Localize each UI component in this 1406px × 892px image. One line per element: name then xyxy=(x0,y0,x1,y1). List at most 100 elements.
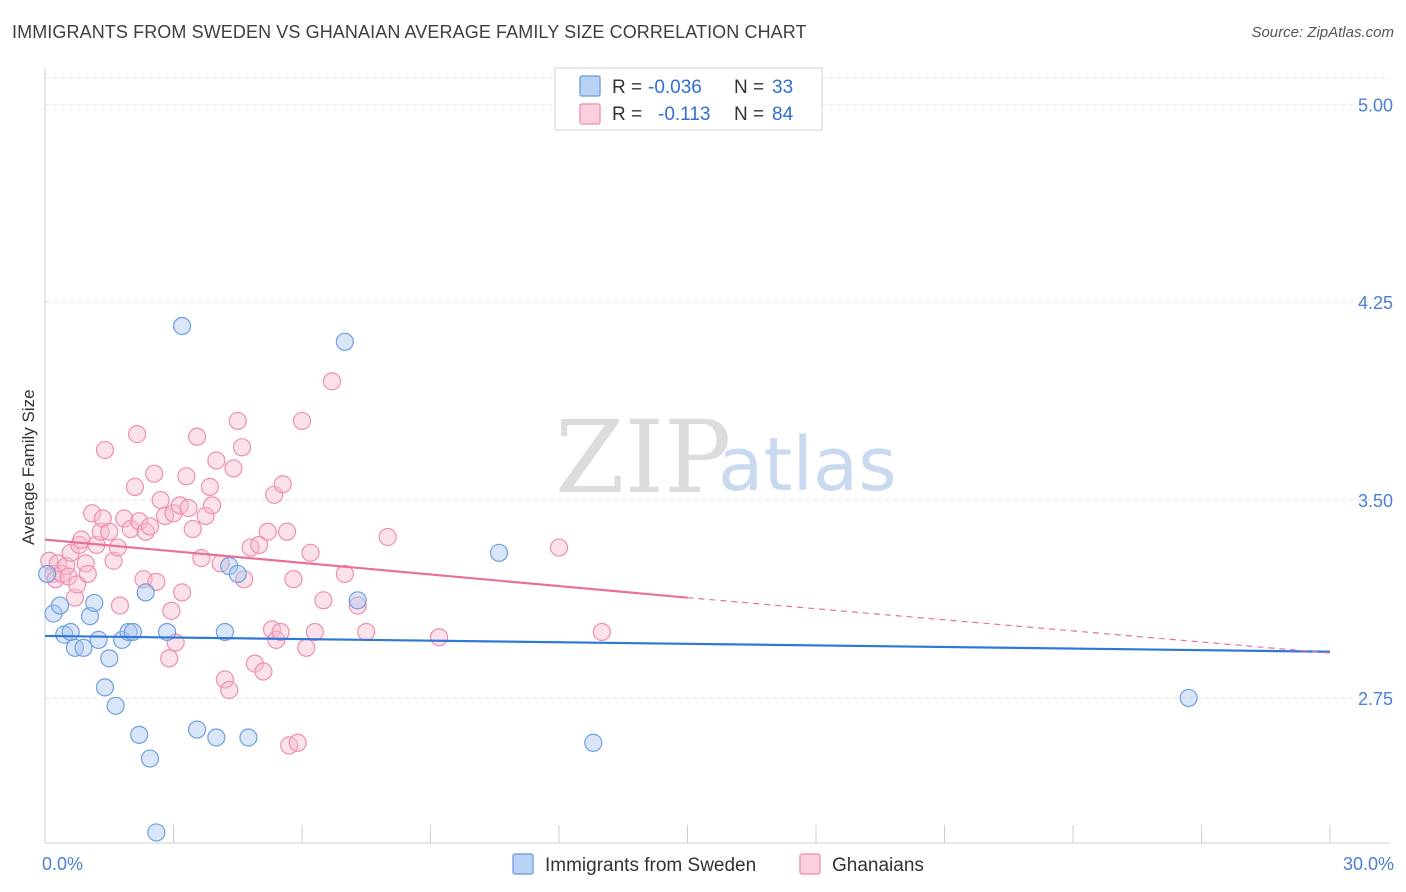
ghanaians-trend-line xyxy=(44,538,688,599)
y-axis-label: Average Family Size xyxy=(19,389,38,545)
sweden-point xyxy=(1179,688,1198,708)
legend-n-value-sweden: 33 xyxy=(772,77,793,98)
ghanaians-point xyxy=(228,411,247,431)
legend-n-value-ghanaians: 84 xyxy=(772,104,794,125)
ghanaians-point xyxy=(183,519,202,539)
sweden-point xyxy=(38,564,57,584)
sweden-point xyxy=(239,728,258,747)
ghanaians-point xyxy=(127,425,147,444)
sweden-point xyxy=(207,728,226,747)
ghanaians-point xyxy=(288,733,307,752)
legend-r-label-ghanaians: R = xyxy=(612,104,642,125)
sweden-points xyxy=(38,316,1198,842)
ghanaians-point xyxy=(348,596,367,615)
legend-swatch-sweden xyxy=(579,75,601,97)
bottom-legend-swatch-sweden xyxy=(512,853,534,875)
y-tick-label: 4.25 xyxy=(1358,293,1393,313)
ghanaians-point xyxy=(292,411,312,431)
ghanaians-point xyxy=(220,680,239,700)
ghanaians-point xyxy=(215,670,234,689)
ghanaians-points xyxy=(40,372,611,755)
y-tick-label: 5.00 xyxy=(1358,95,1393,115)
sweden-point xyxy=(100,649,119,668)
sweden-point xyxy=(140,749,160,768)
x-tick-label-min: 0.0% xyxy=(42,854,83,874)
ghanaians-point xyxy=(250,535,269,555)
ghanaians-point xyxy=(378,527,397,547)
ghanaians-point xyxy=(277,522,297,541)
ghanaians-point xyxy=(273,475,292,494)
bottom-legend-swatch-ghanaians xyxy=(799,853,821,875)
sweden-point xyxy=(106,696,125,715)
ghanaians-point xyxy=(140,517,160,536)
x-tick-label-max: 30.0% xyxy=(1343,854,1394,874)
ghanaians-point xyxy=(202,496,222,515)
watermark-zip: ZIP xyxy=(555,399,731,516)
series-legend: Immigrants from Sweden Ghanaians xyxy=(512,853,924,876)
sweden-point xyxy=(85,593,104,613)
ghanaians-point xyxy=(172,583,192,602)
ghanaians-point xyxy=(305,622,324,642)
ghanaians-point xyxy=(297,638,316,657)
ghanaians-point xyxy=(200,477,220,496)
ghanaians-point xyxy=(179,498,198,518)
ghanaians-point xyxy=(196,506,215,525)
sweden-point xyxy=(215,622,234,642)
bottom-legend-label-sweden: Immigrants from Sweden xyxy=(545,855,756,876)
ghanaians-point xyxy=(65,588,85,607)
ghanaians-point xyxy=(301,543,320,562)
watermark-atlas: atlas xyxy=(718,422,897,508)
ghanaians-point xyxy=(549,538,569,557)
ghanaians-point xyxy=(284,570,303,589)
ghanaians-point xyxy=(254,662,273,681)
chart-source: Source: ZipAtlas.com xyxy=(1251,24,1394,41)
ghanaians-point xyxy=(125,477,145,496)
ghanaians-point xyxy=(429,628,449,647)
ghanaians-point xyxy=(357,622,376,642)
ghanaians-point xyxy=(322,372,342,391)
legend-r-value-sweden: -0.036 xyxy=(648,77,702,98)
ghanaians-point xyxy=(160,649,179,668)
correlation-legend: R = -0.036 N = 33 R = -0.113 N = 84 xyxy=(554,67,823,131)
ghanaians-point xyxy=(78,564,97,584)
y-tick-label: 3.50 xyxy=(1358,491,1393,511)
ghanaians-point xyxy=(187,427,207,446)
ghanaians-point xyxy=(232,438,252,457)
sweden-point xyxy=(584,733,603,752)
legend-n-label-sweden: N = xyxy=(734,77,764,98)
sweden-point xyxy=(61,622,80,642)
ghanaians-point xyxy=(224,459,243,478)
chart-title: IMMIGRANTS FROM SWEDEN VS GHANAIAN AVERA… xyxy=(12,22,807,42)
sweden-point xyxy=(95,678,115,697)
ghanaians-point xyxy=(314,591,333,610)
sweden-point xyxy=(348,591,367,610)
legend-r-label-sweden: R = xyxy=(612,77,642,98)
ghanaians-point xyxy=(162,601,181,620)
sweden-point xyxy=(335,332,354,351)
sweden-point xyxy=(157,622,177,642)
sweden-point xyxy=(172,316,192,336)
ghanaians-trend-extension xyxy=(687,597,1331,654)
ghanaians-point xyxy=(592,622,611,642)
sweden-point xyxy=(89,630,108,649)
ghanaians-point xyxy=(145,464,164,483)
ghanaians-point xyxy=(110,596,130,615)
ghanaians-point xyxy=(335,564,354,584)
ghanaians-point xyxy=(95,440,115,460)
axes xyxy=(44,68,1390,844)
y-tick-label: 2.75 xyxy=(1358,689,1393,709)
legend-n-label-ghanaians: N = xyxy=(734,104,764,125)
ghanaians-point xyxy=(83,504,102,523)
bottom-legend-label-ghanaians: Ghanaians xyxy=(832,855,924,876)
ghanaians-point xyxy=(151,490,170,510)
ghanaians-point xyxy=(115,509,134,528)
legend-r-value-ghanaians: -0.113 xyxy=(658,104,710,125)
ghanaians-point xyxy=(177,467,196,486)
ghanaians-point xyxy=(100,522,119,541)
sweden-point xyxy=(74,638,93,657)
ghanaians-point xyxy=(271,622,290,642)
ghanaians-point xyxy=(130,512,149,531)
sweden-point xyxy=(136,583,155,602)
trend-lines xyxy=(44,538,1331,654)
ghanaians-point xyxy=(258,522,277,541)
